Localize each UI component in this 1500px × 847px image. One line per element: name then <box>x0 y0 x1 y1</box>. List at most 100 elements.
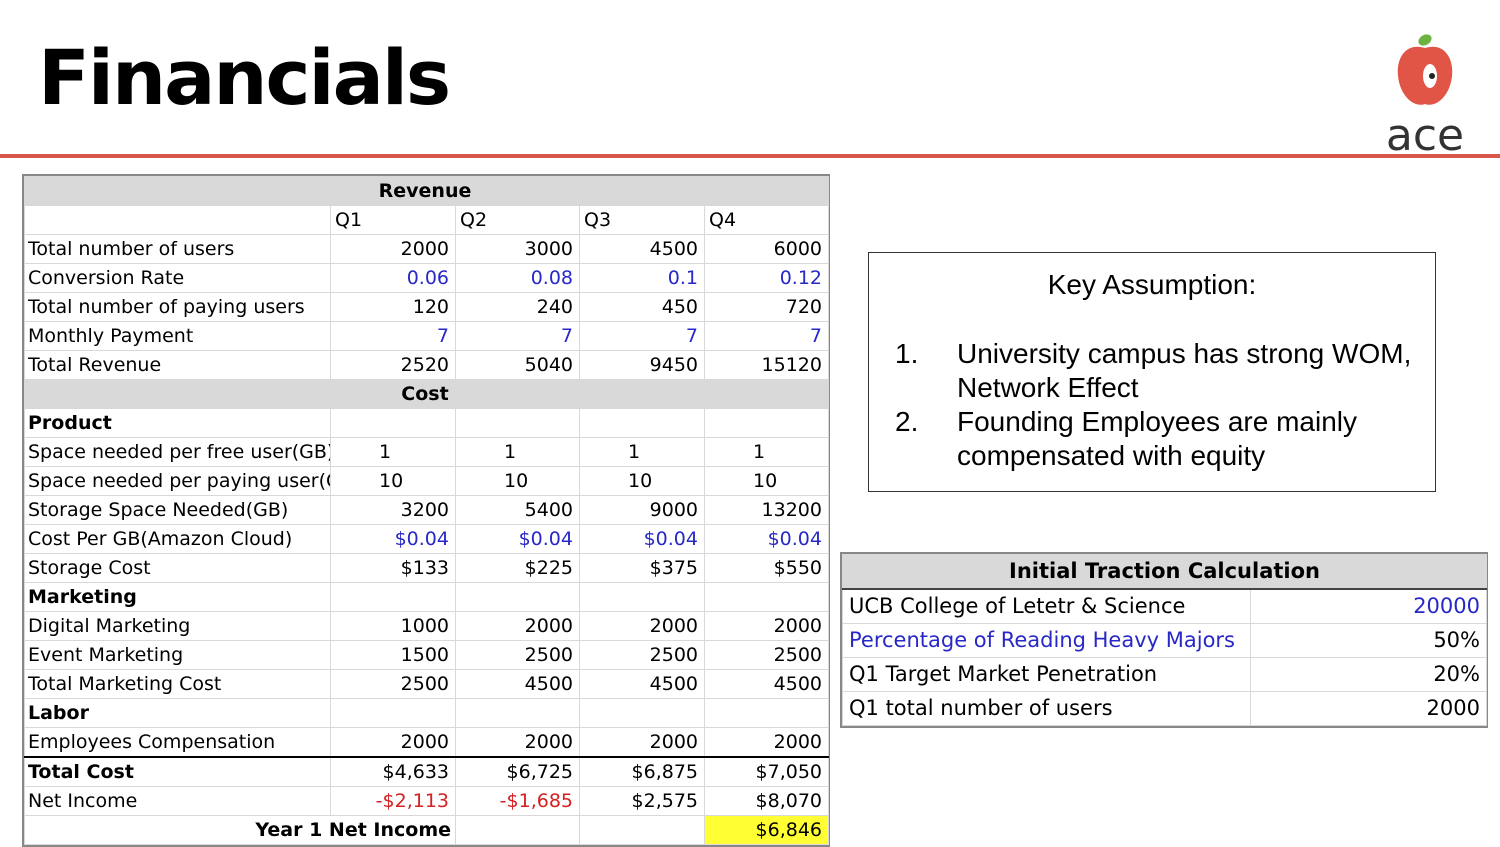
cell: 2500 <box>704 640 829 670</box>
row-label: Total Revenue <box>24 350 331 380</box>
cell: 3200 <box>330 495 456 525</box>
cell: -$1,685 <box>455 786 580 816</box>
row-label: Conversion Rate <box>24 263 331 293</box>
cell: $7,050 <box>704 756 829 787</box>
cell: 10 <box>704 466 829 496</box>
table-row: Storage Cost $133 $225 $375 $550 <box>24 553 829 583</box>
cell: -$2,113 <box>330 786 456 816</box>
assumption-list: 1. University campus has strong WOM, Net… <box>895 337 1415 473</box>
cell: 1500 <box>330 640 456 670</box>
cell: $0.04 <box>330 524 456 554</box>
table-row: Monthly Payment 7 7 7 7 <box>24 321 829 351</box>
section-label: Marketing <box>24 582 331 612</box>
cell: 10 <box>455 466 580 496</box>
cell: 2000 <box>704 727 829 758</box>
row-label: Storage Space Needed(GB) <box>24 495 331 525</box>
title-divider <box>0 154 1500 158</box>
cell: 2520 <box>330 350 456 380</box>
row-label: Net Income <box>24 786 331 816</box>
table-row: Q1 Target Market Penetration 20% <box>842 657 1487 692</box>
row-label: Digital Marketing <box>24 611 331 641</box>
cell: $0.04 <box>455 524 580 554</box>
cell: 7 <box>455 321 580 351</box>
cell: 50% <box>1250 623 1487 658</box>
row-label: Monthly Payment <box>24 321 331 351</box>
ace-logo: ace <box>1380 30 1470 161</box>
row-label: Q1 total number of users <box>842 691 1251 726</box>
cell: 2000 <box>1250 691 1487 726</box>
table-row: Space needed per paying user(G 10 10 10 … <box>24 466 829 496</box>
table-row: Employees Compensation 2000 2000 2000 20… <box>24 727 829 758</box>
row-label: UCB College of Letetr & Science <box>842 588 1251 624</box>
cell: 2500 <box>330 669 456 699</box>
cell: 7 <box>579 321 705 351</box>
cell: 9450 <box>579 350 705 380</box>
cell: $0.04 <box>704 524 829 554</box>
cell: $2,575 <box>579 786 705 816</box>
list-text: University campus has strong WOM, Networ… <box>957 338 1412 403</box>
cell: $8,070 <box>704 786 829 816</box>
table-row: Storage Space Needed(GB) 3200 5400 9000 … <box>24 495 829 525</box>
revenue-header: Revenue <box>24 176 829 206</box>
table-row: Conversion Rate 0.06 0.08 0.1 0.12 <box>24 263 829 293</box>
logo-text: ace <box>1385 110 1465 161</box>
row-label: Cost Per GB(Amazon Cloud) <box>24 524 331 554</box>
row-label: Total Marketing Cost <box>24 669 331 699</box>
cell: 1000 <box>330 611 456 641</box>
table-row: Total number of paying users 120 240 450… <box>24 292 829 322</box>
cell: 5040 <box>455 350 580 380</box>
year1-label: Year 1 Net Income <box>24 815 456 845</box>
cell: 4500 <box>704 669 829 699</box>
row-label: Space needed per paying user(G <box>24 466 331 496</box>
cell: $0.04 <box>579 524 705 554</box>
list-number: 1. <box>895 338 919 369</box>
cell: 2000 <box>455 727 580 758</box>
quarter-header: Q4 <box>704 205 829 235</box>
cell: 1 <box>455 437 580 467</box>
cell: 2500 <box>455 640 580 670</box>
row-label: Storage Cost <box>24 553 331 583</box>
cell: 4500 <box>579 234 705 264</box>
cell: 7 <box>704 321 829 351</box>
table-row: Q1 total number of users 2000 <box>842 691 1487 726</box>
row-label: Percentage of Reading Heavy Majors <box>842 623 1251 658</box>
page-title: Financials <box>38 33 451 122</box>
cell: 2000 <box>330 727 456 758</box>
year1-value: $6,846 <box>704 815 829 845</box>
cell: 120 <box>330 292 456 322</box>
traction-title: Initial Traction Calculation <box>842 554 1487 590</box>
cell: 1 <box>579 437 705 467</box>
cell: 0.06 <box>330 263 456 293</box>
table-row: Percentage of Reading Heavy Majors 50% <box>842 623 1487 658</box>
list-item: 2. Founding Employees are mainly compens… <box>895 405 1415 473</box>
cell: 15120 <box>704 350 829 380</box>
list-number: 2. <box>895 406 919 437</box>
cell: 20000 <box>1250 588 1487 624</box>
cell: $6,875 <box>579 756 705 787</box>
cell: 4500 <box>579 669 705 699</box>
cell: 3000 <box>455 234 580 264</box>
list-item: 1. University campus has strong WOM, Net… <box>895 337 1415 405</box>
row-label: Employees Compensation <box>24 727 331 758</box>
table-row: Total Revenue 2520 5040 9450 15120 <box>24 350 829 380</box>
cell: $4,633 <box>330 756 456 787</box>
table-row: Space needed per free user(GB) 1 1 1 1 <box>24 437 829 467</box>
table-row: Cost Per GB(Amazon Cloud) $0.04 $0.04 $0… <box>24 524 829 554</box>
cell: 1 <box>330 437 456 467</box>
cell: $225 <box>455 553 580 583</box>
table-row: Total Marketing Cost 2500 4500 4500 4500 <box>24 669 829 699</box>
list-text: Founding Employees are mainly compensate… <box>957 406 1357 471</box>
cell: 2000 <box>330 234 456 264</box>
cell: 450 <box>579 292 705 322</box>
cell: 1 <box>704 437 829 467</box>
cell: 0.12 <box>704 263 829 293</box>
row-label: Total number of users <box>24 234 331 264</box>
table-row: Event Marketing 1500 2500 2500 2500 <box>24 640 829 670</box>
cell: 240 <box>455 292 580 322</box>
cell: 20% <box>1250 657 1487 692</box>
cell: $550 <box>704 553 829 583</box>
section-label: Product <box>24 408 331 438</box>
cell: 13200 <box>704 495 829 525</box>
cell: 720 <box>704 292 829 322</box>
table-row: Digital Marketing 1000 2000 2000 2000 <box>24 611 829 641</box>
